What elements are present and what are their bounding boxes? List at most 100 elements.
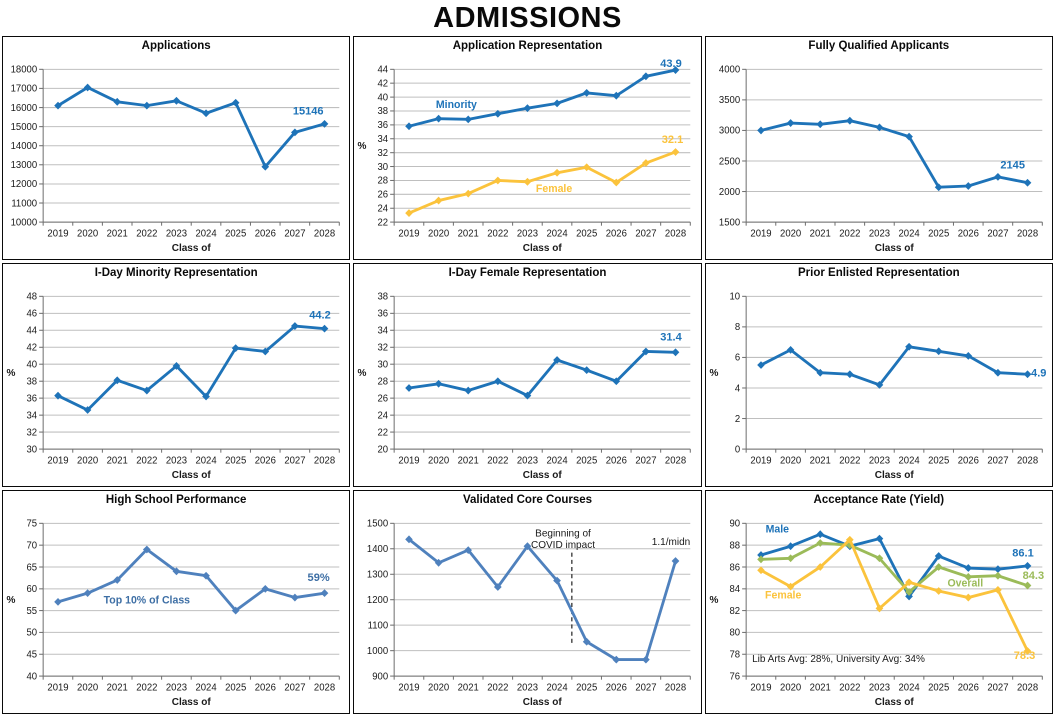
data-point-female (786, 582, 794, 591)
data-point-applications (320, 119, 329, 128)
data-point-female (875, 604, 883, 613)
line-chart-acceptance-rate: 76 78 80 82 84 86 88 90 2019 2020 2021 2022 2023 2024… (709, 519, 1044, 708)
svg-text:22: 22 (378, 217, 389, 228)
svg-text:2022: 2022 (136, 455, 157, 466)
series-line-prior-enlisted (760, 345, 1028, 387)
chart-panel-iday-minority: I-Day Minority Representation 30 32 34 36 38… (2, 263, 351, 487)
data-point-female (845, 535, 854, 544)
data-point-minority (494, 109, 502, 118)
svg-text:78: 78 (729, 649, 740, 660)
svg-text:76: 76 (729, 671, 740, 682)
svg-text:88: 88 (729, 540, 740, 551)
svg-text:2028: 2028 (314, 682, 335, 693)
data-point-i-day-minority (113, 376, 121, 385)
svg-text:2019: 2019 (399, 228, 420, 239)
svg-text:6: 6 (734, 353, 739, 364)
data-point-i-day-minority (83, 406, 92, 414)
data-point-applications (142, 101, 151, 110)
svg-text:2028: 2028 (1017, 228, 1038, 239)
svg-text:2020: 2020 (428, 682, 449, 693)
chart-annotation: Lib Arts Avg: 28%, University Avg: 34% (752, 654, 925, 665)
line-chart-applications: 10000 11000 12000 13000 14000 15000 16000 17000… (11, 65, 340, 254)
line-chart-application-representation: 22 24 26 28 30 32 34 36 38 40 42 44 2019 2020 2021 2022… (358, 58, 692, 254)
data-point-overall (786, 554, 794, 563)
series-line-female (408, 150, 677, 215)
svg-text:2028: 2028 (665, 682, 686, 693)
data-point-overall (1023, 581, 1032, 590)
svg-text:Class of: Class of (172, 243, 212, 254)
chart-annotation: Female (765, 589, 801, 601)
data-point-applications (291, 128, 299, 137)
svg-text:2024: 2024 (898, 455, 920, 466)
svg-text:%: % (709, 595, 718, 606)
svg-text:2028: 2028 (314, 455, 335, 466)
svg-text:2026: 2026 (255, 228, 276, 239)
data-point-i-day-female (494, 377, 502, 386)
data-point-overall (756, 555, 765, 564)
data-point-overall (934, 563, 943, 571)
data-point-top-10-of-class (320, 589, 329, 598)
series-line-fully-qualified-applicants (760, 119, 1028, 189)
svg-text:15000: 15000 (11, 122, 37, 133)
data-point-prior-enlisted (904, 342, 913, 351)
data-point-female (494, 176, 502, 185)
svg-text:1100: 1100 (368, 620, 388, 631)
svg-text:2026: 2026 (957, 455, 978, 466)
chart-annotation: 32.1 (662, 134, 683, 146)
svg-text:2026: 2026 (606, 455, 627, 466)
svg-text:2023: 2023 (166, 682, 187, 693)
data-point-validated-core-courses (523, 542, 532, 551)
svg-text:34: 34 (27, 410, 38, 421)
svg-text:1500: 1500 (367, 519, 388, 530)
svg-text:2027: 2027 (987, 682, 1008, 693)
page-title: ADMISSIONS (433, 1, 622, 34)
chart-annotation: 44.2 (309, 309, 330, 321)
chart-annotation: 84.3 (1022, 570, 1043, 582)
svg-text:2500: 2500 (719, 156, 740, 167)
svg-text:32: 32 (378, 342, 389, 353)
svg-text:2: 2 (734, 414, 739, 425)
data-point-male (786, 542, 794, 551)
data-point-validated-core-courses (464, 546, 473, 554)
svg-text:10000: 10000 (11, 217, 37, 228)
data-point-female (671, 148, 680, 156)
chart-annotation: Male (765, 523, 788, 535)
svg-text:2019: 2019 (750, 682, 771, 693)
svg-text:%: % (358, 368, 367, 379)
svg-text:2021: 2021 (458, 228, 479, 239)
svg-text:36: 36 (378, 309, 389, 320)
chart-title: Applications (141, 40, 211, 52)
data-point-top-10-of-class (231, 606, 240, 615)
svg-text:2020: 2020 (780, 455, 801, 466)
data-point-applications (261, 162, 270, 171)
line-chart-prior-enlisted: 0 2 4 6 8 10 2019 2020 2021 2022 2023 2024 2025 2026 2… (709, 292, 1046, 481)
chart-panel-validated-core-courses: Validated Core Courses 900 1000 1100 1200 13… (353, 490, 702, 714)
svg-text:2020: 2020 (77, 682, 98, 693)
svg-text:80: 80 (729, 628, 740, 639)
svg-text:44: 44 (378, 65, 389, 76)
svg-text:2025: 2025 (576, 682, 597, 693)
svg-text:2025: 2025 (225, 455, 246, 466)
data-point-male (993, 565, 1002, 574)
svg-text:Class of: Class of (172, 470, 212, 481)
chart-annotation: Top 10% of Class (104, 595, 190, 607)
svg-text:2019: 2019 (750, 455, 771, 466)
svg-text:2023: 2023 (869, 682, 890, 693)
data-point-i-day-female (523, 391, 532, 400)
svg-text:2025: 2025 (225, 682, 246, 693)
svg-text:Class of: Class of (874, 470, 914, 481)
svg-text:30: 30 (378, 162, 389, 173)
data-point-fully-qualified-applicants (934, 183, 943, 192)
data-point-i-day-minority (231, 344, 240, 352)
data-point-female (964, 593, 972, 602)
data-point-applications (202, 109, 210, 118)
svg-text:2021: 2021 (458, 455, 479, 466)
plot-area: 1500 2000 2500 3000 3500 4000 2019 2020 2021 2022… (719, 65, 1043, 254)
data-point-female (523, 177, 532, 186)
svg-text:2024: 2024 (195, 682, 217, 693)
chart-panel-iday-female: I-Day Female Representation 20 22 24 26 28 30… (353, 263, 702, 487)
chart-annotation: 31.4 (661, 331, 683, 343)
svg-text:86: 86 (729, 562, 740, 573)
svg-text:2020: 2020 (780, 228, 801, 239)
